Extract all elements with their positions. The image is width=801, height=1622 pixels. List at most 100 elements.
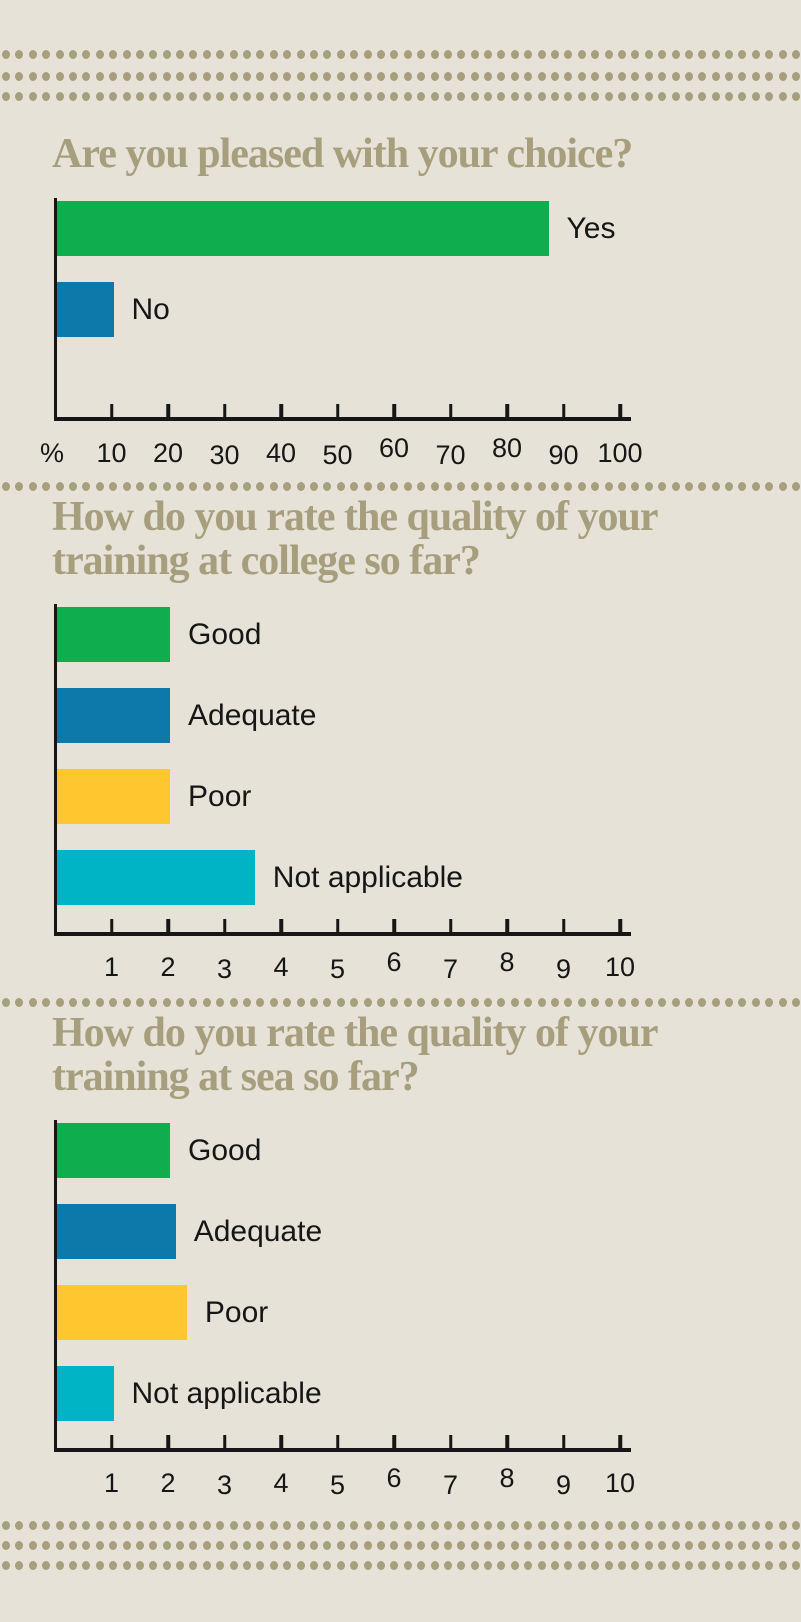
- dot: [497, 72, 506, 81]
- bar-adequate: [57, 1204, 176, 1259]
- dot: [564, 998, 573, 1007]
- dot: [671, 998, 680, 1007]
- dot: [2, 1521, 10, 1530]
- dot: [792, 72, 801, 81]
- dot: [296, 1521, 305, 1530]
- dot: [443, 1541, 452, 1550]
- dot: [376, 998, 385, 1007]
- dot: [738, 72, 747, 81]
- dot: [470, 72, 479, 81]
- tick-label: 90: [548, 440, 579, 470]
- dot: [738, 1521, 747, 1530]
- dot: [524, 72, 533, 81]
- dot: [430, 50, 439, 59]
- dot: [698, 482, 707, 491]
- dot: [256, 1541, 265, 1550]
- dot: [82, 50, 91, 59]
- dot: [28, 998, 37, 1007]
- dot: [591, 482, 600, 491]
- dot: [256, 92, 265, 101]
- dot: [604, 72, 613, 81]
- axis-tick: [279, 919, 283, 932]
- chart-title-line: Are you pleased with your choice?: [52, 131, 633, 177]
- y-axis-line: [54, 198, 57, 421]
- dot: [42, 50, 51, 59]
- bar-label: Not applicable: [272, 860, 463, 894]
- dot: [350, 72, 359, 81]
- dot: [484, 998, 493, 1007]
- axis-tick: [392, 1435, 396, 1448]
- dot: [68, 1561, 77, 1570]
- dot: [243, 998, 252, 1007]
- dot: [68, 50, 77, 59]
- dot: [658, 50, 667, 59]
- dot: [15, 998, 24, 1007]
- dot: [350, 1561, 359, 1570]
- dot: [189, 1521, 198, 1530]
- tick-label: 4: [273, 1468, 289, 1498]
- dot: [751, 1521, 760, 1530]
- dot: [537, 50, 546, 59]
- dot: [323, 1541, 332, 1550]
- dot: [149, 1561, 158, 1570]
- dot: [28, 92, 37, 101]
- bar-label: Poor: [204, 1295, 269, 1329]
- axis-tick: [279, 1435, 283, 1448]
- dot: [631, 72, 640, 81]
- dot: [162, 998, 171, 1007]
- dot: [698, 50, 707, 59]
- tick-label: 3: [216, 1470, 233, 1500]
- dot: [631, 482, 640, 491]
- dot: [269, 998, 278, 1007]
- dot: [617, 72, 626, 81]
- dot: [176, 1521, 185, 1530]
- dot: [751, 1561, 760, 1570]
- dot: [470, 92, 479, 101]
- dot: [417, 72, 426, 81]
- dot: [684, 50, 693, 59]
- dot: [792, 998, 801, 1007]
- dot: [591, 998, 600, 1007]
- bar-yes: [57, 201, 549, 256]
- dot: [2, 50, 10, 59]
- dot: [28, 1561, 37, 1570]
- dot: [497, 1541, 506, 1550]
- dot: [162, 92, 171, 101]
- dot: [457, 1561, 466, 1570]
- x-axis-unit-label: %: [39, 438, 65, 468]
- chart-title: How do you rate the quality of your train…: [52, 1011, 658, 1099]
- dot: [658, 1541, 667, 1550]
- dot: [376, 1561, 385, 1570]
- dot: [109, 50, 118, 59]
- dot: [229, 1521, 238, 1530]
- dot: [725, 92, 734, 101]
- dot: [765, 1561, 774, 1570]
- axis-tick: [335, 919, 340, 932]
- dot: [2, 482, 10, 491]
- dot: [484, 1561, 493, 1570]
- dot: [296, 1561, 305, 1570]
- dot: [711, 1561, 720, 1570]
- dot: [189, 482, 198, 491]
- dot: [68, 92, 77, 101]
- dot: [564, 72, 573, 81]
- dot: [644, 1561, 653, 1570]
- dot: [658, 92, 667, 101]
- dot: [631, 1541, 640, 1550]
- dot: [95, 72, 104, 81]
- dot: [604, 1521, 613, 1530]
- dot: [792, 1521, 801, 1530]
- dot: [510, 998, 519, 1007]
- dot: [216, 1521, 225, 1530]
- dot: [55, 92, 64, 101]
- dot: [122, 72, 131, 81]
- dot: [537, 482, 546, 491]
- axis-tick: [109, 1435, 114, 1448]
- bar-label: Yes: [566, 211, 616, 245]
- dot: [202, 50, 211, 59]
- plot-area: Good Adequate Poor Not applicable: [54, 1120, 631, 1452]
- dot: [376, 482, 385, 491]
- dot: [350, 1541, 359, 1550]
- dot: [95, 482, 104, 491]
- dot: [2, 998, 10, 1007]
